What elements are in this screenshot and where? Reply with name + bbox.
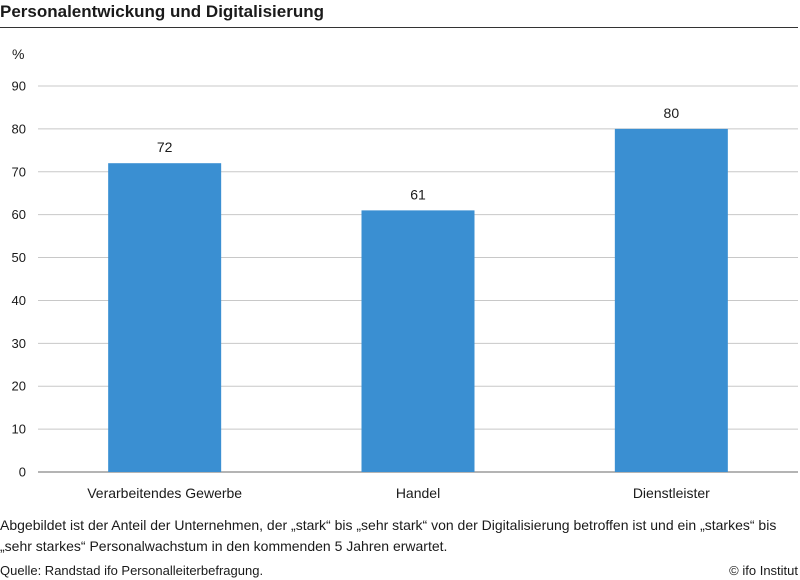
bar [361, 210, 475, 472]
y-axis-unit: % [12, 46, 25, 62]
bar-chart: 0 10 20 30 40 50 60 70 80 90 72 Verarbeitendes Gewe… [12, 79, 798, 501]
y-tick-label: 20 [12, 379, 26, 394]
x-tick-label: Verarbeitendes Gewerbe [87, 485, 242, 501]
credit-text: © ifo Institut [729, 563, 798, 578]
x-tick-label: Handel [396, 485, 440, 501]
y-tick-label: 0 [19, 465, 26, 480]
y-tick-label: 80 [12, 121, 26, 136]
source-text: Quelle: Randstad ifo Personalleiterbefra… [0, 563, 264, 578]
y-tick-label: 30 [12, 336, 26, 351]
title-divider [0, 27, 798, 28]
y-tick-label: 70 [12, 164, 26, 179]
data-label: 80 [664, 105, 680, 121]
data-label: 61 [410, 186, 426, 202]
chart-note: Abgebildet ist der Anteil der Unternehme… [0, 517, 777, 554]
data-label: 72 [157, 139, 173, 155]
y-tick-label: 10 [12, 422, 26, 437]
x-tick-label: Dienstleister [633, 485, 710, 501]
y-tick-label: 50 [12, 250, 26, 265]
y-tick-label: 60 [12, 207, 26, 222]
y-tick-label: 40 [12, 293, 26, 308]
chart-title: Personalentwickung und Digitalisierung [0, 2, 324, 21]
bar [108, 163, 222, 472]
bar [614, 128, 728, 472]
y-tick-label: 90 [12, 79, 26, 94]
